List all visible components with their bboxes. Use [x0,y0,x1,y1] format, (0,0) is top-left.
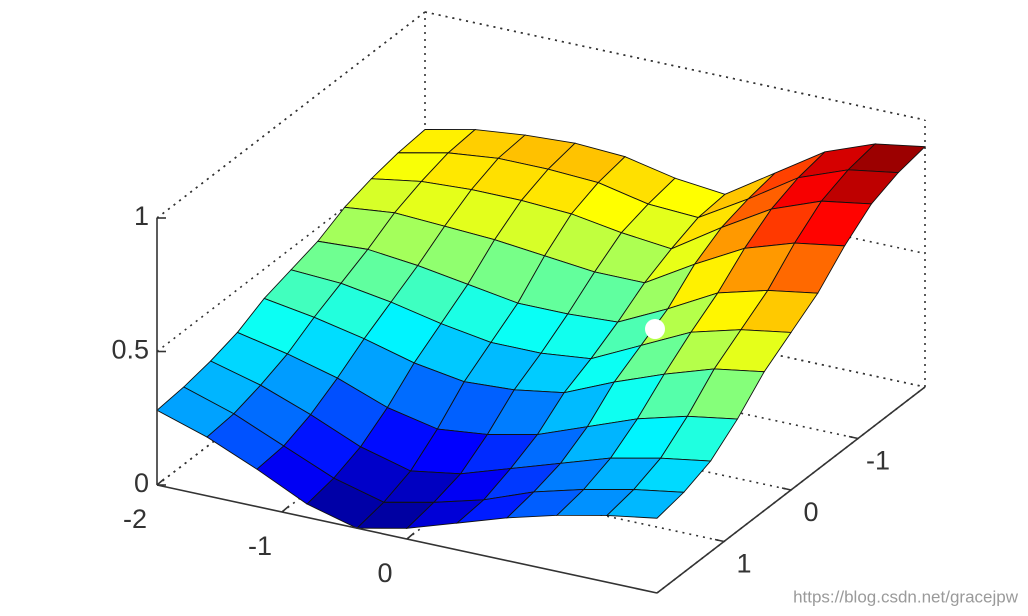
y-tick-label: 0 [803,497,818,527]
z-tick-label: 1 [134,201,149,231]
grid-line [156,11,426,219]
axes: 0 0.5 1 -2 -1 0 -1 0 1 [111,201,926,594]
surface-patch [605,489,685,519]
surface [156,129,927,529]
y-tick-label: 1 [736,549,751,579]
y-axis [656,386,926,594]
y-tick [714,538,725,543]
x-tick-label: 0 [377,558,392,588]
x-tick-label: -1 [248,531,272,561]
watermark: https://blog.csdn.net/gracejpw [793,587,1019,606]
z-tick-label: 0.5 [111,335,149,365]
x-tick [406,532,415,540]
y-tick-label: -1 [866,446,890,476]
x-axis [156,484,658,594]
x-tick [156,478,165,486]
x-tick [281,505,290,513]
highlight-dot [645,319,665,339]
y-tick [781,487,792,491]
x-tick-label: -2 [123,504,147,534]
z-tick-label: 0 [134,468,149,498]
y-tick [848,435,859,440]
grid-line [424,11,926,121]
